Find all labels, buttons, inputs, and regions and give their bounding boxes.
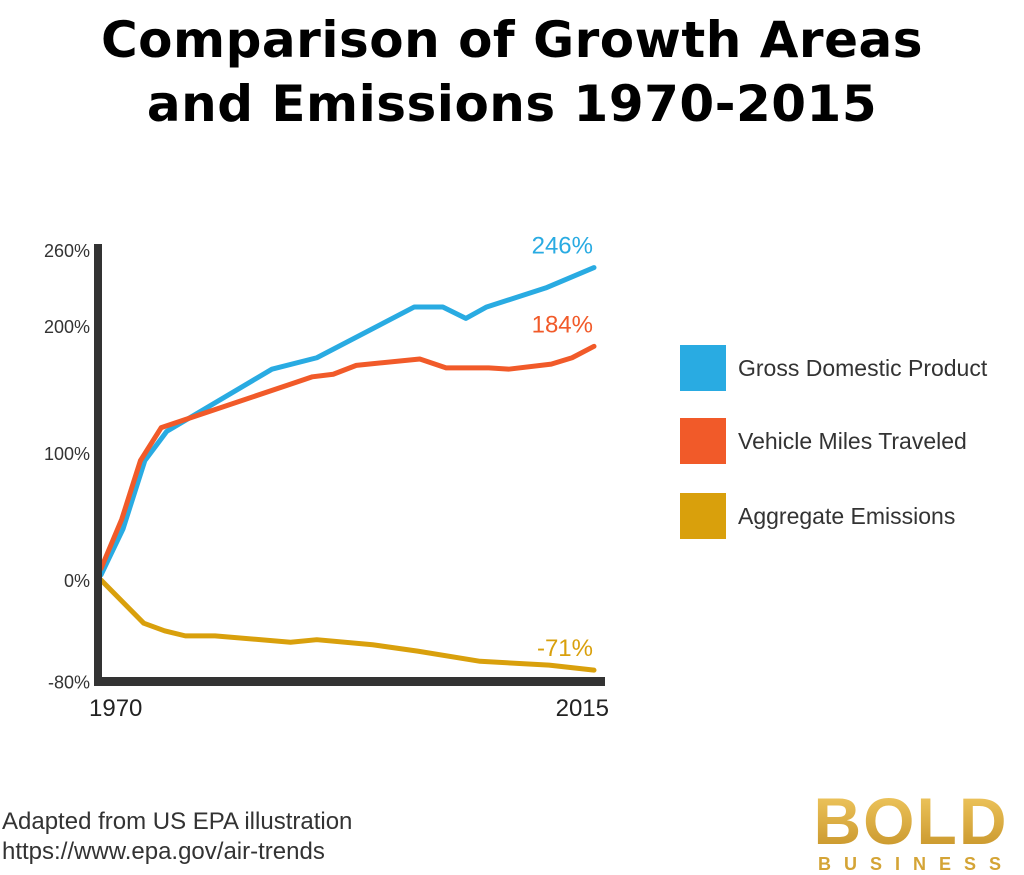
series-line-0	[98, 265, 597, 578]
end-label-1: 184%	[532, 311, 593, 338]
bold-business-logo: BOLD BUSINESS	[806, 788, 1016, 875]
legend-label-vmt: Vehicle Miles Traveled	[738, 427, 967, 454]
legend-item-emissions: Aggregate Emissions	[680, 493, 955, 539]
line-chart: 246% 184% -71% 260% 200% 100% 0% -80%1970 2015	[44, 233, 609, 722]
x-axis	[94, 677, 605, 686]
x-tick-label: 2015	[556, 695, 609, 722]
title-line-2: and Emissions 1970-2015	[146, 75, 878, 133]
chart-title: Comparison of Growth Areas and Emissions…	[0, 8, 1024, 136]
y-tick-label: 200%	[44, 317, 90, 337]
legend-swatch-vmt	[680, 418, 726, 464]
y-axis	[94, 244, 102, 686]
legend-item-vmt: Vehicle Miles Traveled	[680, 418, 967, 464]
source-url: https://www.epa.gov/air-trends	[2, 838, 325, 865]
y-tick-label: -80%	[48, 673, 90, 693]
series-line-2	[98, 577, 597, 673]
end-label-2: -71%	[537, 635, 593, 662]
y-tick-label: 0%	[64, 571, 90, 591]
series-line-1	[98, 343, 597, 572]
legend-swatch-gdp	[680, 345, 726, 391]
source-credit: Adapted from US EPA illustration	[2, 808, 353, 835]
legend-swatch-emissions	[680, 493, 726, 539]
y-tick-label: 260%	[44, 241, 90, 261]
legend-label-emissions: Aggregate Emissions	[738, 502, 956, 529]
x-tick-label: 1970	[89, 695, 142, 722]
title-line-1: Comparison of Growth Areas	[100, 11, 923, 69]
y-tick-label: 100%	[44, 444, 90, 464]
legend-label-gdp: Gross Domestic Product	[738, 354, 988, 381]
end-label-0: 246%	[532, 233, 593, 260]
logo-main-text: BOLD	[806, 788, 1016, 854]
logo-sub-text: BUSINESS	[817, 854, 1015, 874]
legend-item-gdp: Gross Domestic Product	[680, 345, 987, 391]
